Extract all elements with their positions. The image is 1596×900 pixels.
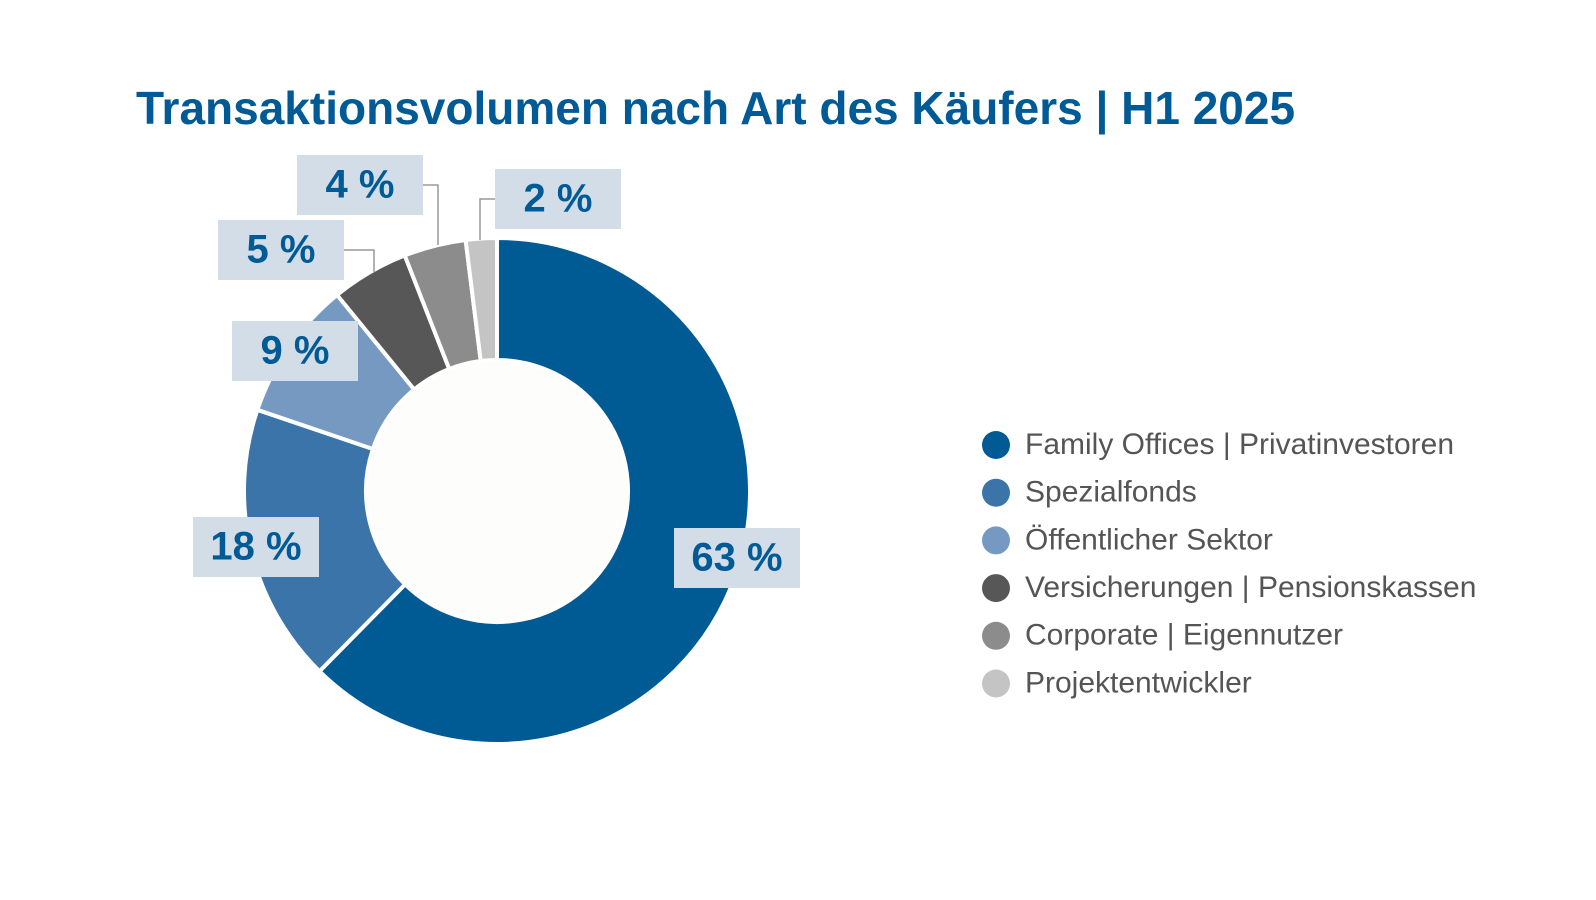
legend-label: Projektentwickler xyxy=(1025,666,1252,699)
legend-label: Öffentlicher Sektor xyxy=(1025,523,1273,556)
legend-marker xyxy=(982,669,1010,698)
legend-label: Versicherungen | Pensionskassen xyxy=(1025,571,1476,604)
leader-line xyxy=(344,249,375,272)
label-box xyxy=(193,517,319,577)
value-label: 9 % xyxy=(261,329,330,373)
legend-label: Corporate | Eigennutzer xyxy=(1025,619,1343,652)
label-box xyxy=(232,321,358,381)
donut-slice xyxy=(463,235,499,364)
value-label: 4 % xyxy=(326,163,395,207)
leader-line xyxy=(423,184,439,245)
value-label: 18 % xyxy=(210,525,301,569)
label-box xyxy=(495,169,621,229)
legend-label: Family Offices | Privatinvestoren xyxy=(1025,428,1454,461)
legend-marker xyxy=(982,574,1010,603)
value-label: 2 % xyxy=(524,177,593,221)
legend-marker xyxy=(982,621,1010,650)
label-box xyxy=(674,528,800,588)
label-box xyxy=(218,220,344,280)
legend-marker xyxy=(982,526,1010,555)
legend-label: Spezialfonds xyxy=(1025,476,1197,509)
donut-slice xyxy=(316,235,752,746)
leader-line xyxy=(479,198,495,240)
value-label: 5 % xyxy=(247,228,316,272)
donut-slice xyxy=(242,407,408,675)
value-label: 63 % xyxy=(691,536,782,580)
chart-title: Transaktionsvolumen nach Art des Käufers… xyxy=(136,82,1295,134)
donut-hole xyxy=(368,362,626,620)
label-box xyxy=(297,155,423,215)
legend-marker xyxy=(982,478,1010,507)
legend-marker xyxy=(982,431,1010,459)
